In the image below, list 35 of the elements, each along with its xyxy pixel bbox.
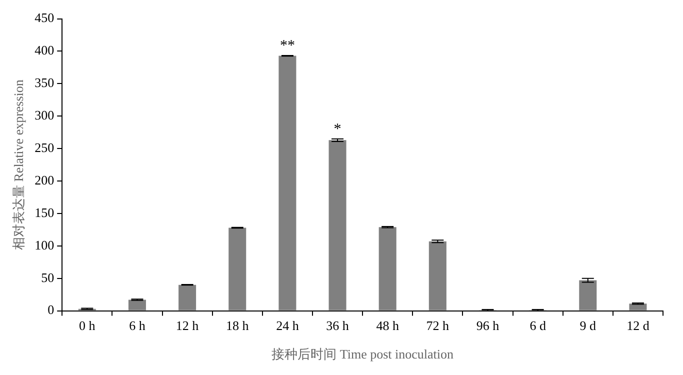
bar	[629, 304, 647, 310]
y-axis-title: 相对表达量 Relative expression	[11, 79, 26, 250]
bar	[579, 280, 597, 310]
y-tick-label: 400	[34, 42, 54, 58]
y-tick-label: 300	[34, 108, 54, 123]
y-tick-label: 0	[48, 302, 54, 318]
bar	[278, 56, 296, 310]
y-tick-label: 50	[41, 270, 54, 285]
x-tick-label: 6 h	[129, 318, 146, 334]
x-tick-label: 96 h	[476, 318, 500, 334]
y-tick-label: 200	[34, 172, 54, 188]
x-tick-label: 36 h	[326, 318, 350, 334]
bar	[228, 228, 246, 310]
x-tick-label: 48 h	[376, 318, 400, 334]
bar	[178, 284, 196, 310]
bar	[328, 140, 346, 310]
x-tick-label: 24 h	[276, 318, 300, 334]
y-tick-label: 450	[34, 10, 54, 26]
x-tick-label: 0 h	[79, 318, 96, 334]
y-tick-label: 350	[34, 75, 54, 90]
bar	[128, 300, 146, 310]
y-tick-label: 100	[34, 237, 54, 252]
x-tick-label: 12 d	[626, 318, 650, 334]
x-tick-label: 18 h	[226, 318, 250, 334]
x-tick-label: 12 h	[176, 318, 200, 334]
bar	[428, 241, 446, 310]
bar	[378, 227, 396, 310]
x-tick-label: 72 h	[426, 318, 450, 334]
annotation: *	[334, 121, 342, 138]
y-tick-label: 250	[34, 140, 54, 155]
x-axis-title: 接种后时间 Time post inoculation	[272, 346, 454, 362]
x-tick-label: 9 d	[580, 318, 597, 334]
y-tick-label: 150	[34, 204, 54, 220]
x-tick-label: 6 d	[530, 318, 546, 334]
annotation: **	[280, 38, 295, 54]
